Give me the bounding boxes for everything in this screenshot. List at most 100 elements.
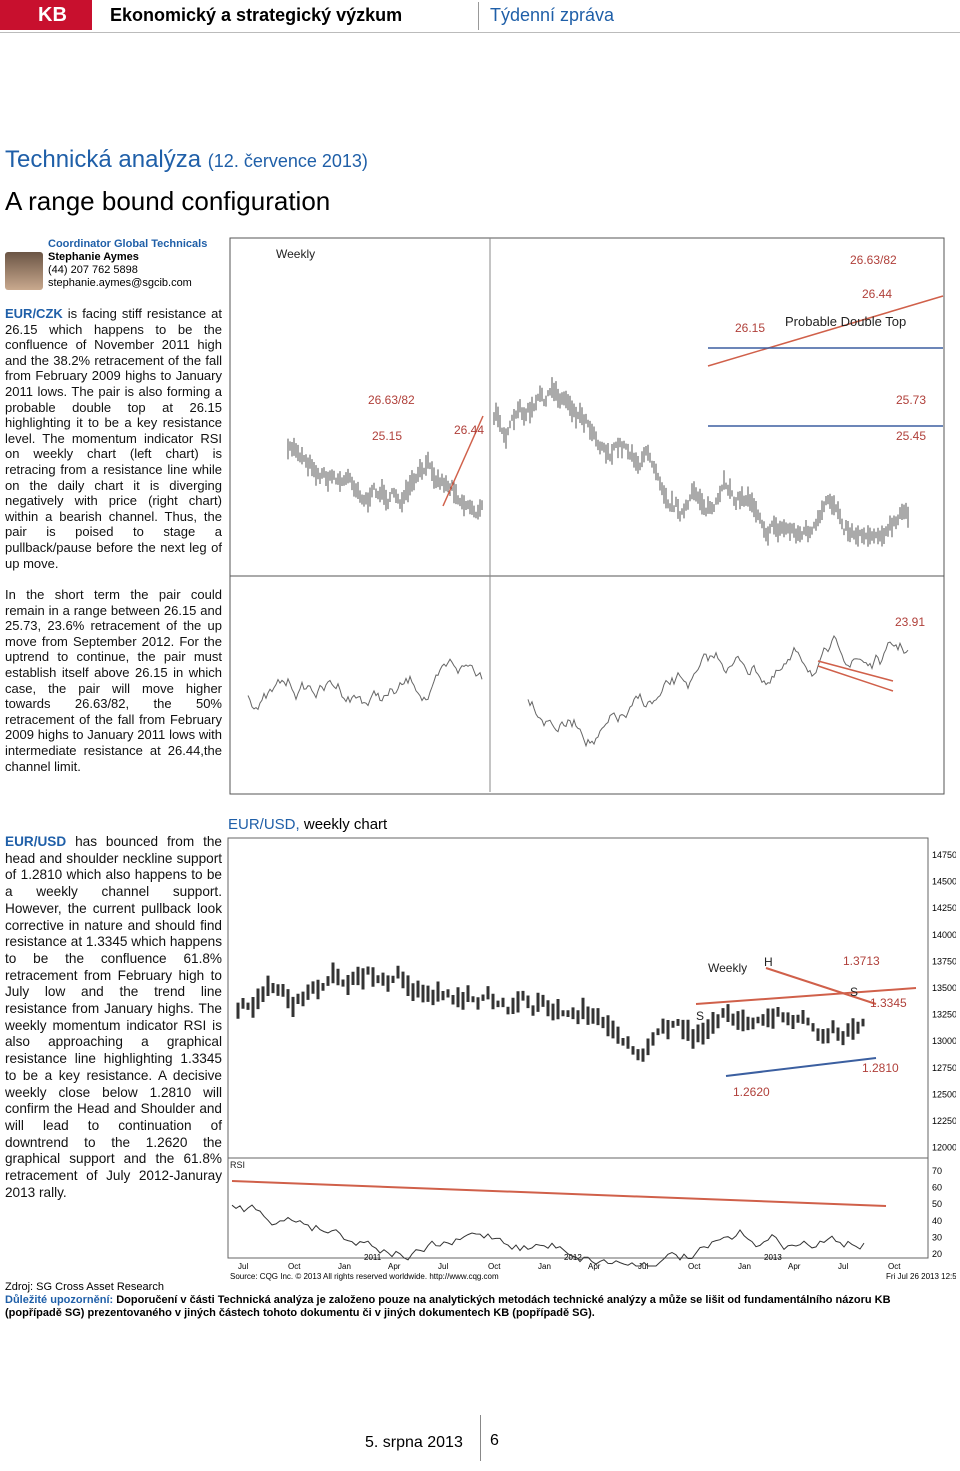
- annotation: 26.44: [454, 423, 484, 437]
- notice-text: Doporučení v části Technická analýza je …: [5, 1294, 891, 1319]
- paragraph: EUR/USD has bounced from the head and sh…: [5, 834, 222, 1201]
- photo: [5, 252, 43, 290]
- y-tick-label: 12500: [932, 1089, 956, 1099]
- department: Ekonomický a strategický výzkum: [110, 5, 403, 25]
- x-tick-label: Oct: [688, 1262, 701, 1271]
- annotation: Weekly: [708, 961, 747, 975]
- trend-line: [765, 967, 877, 1005]
- lead: EUR/USD: [5, 834, 67, 849]
- figure-eurczk: Weekly 26.63/82 26.44 26.15 Probable Double …: [229, 237, 945, 795]
- x-tick-label: Oct: [488, 1262, 501, 1271]
- annotation: S: [850, 985, 858, 999]
- annotation: Probable Double Top: [785, 314, 906, 329]
- report: Týdenní zpráva: [490, 5, 615, 25]
- title: Technická analýza (12. července 2013): [5, 146, 368, 174]
- logo-box: [0, 0, 92, 30]
- trend-line: [817, 665, 894, 692]
- x-tick-label: Apr: [588, 1262, 601, 1271]
- source: Source: CQG Inc. © 2013 All rights reser…: [230, 1272, 499, 1281]
- annotation: 25.45: [896, 429, 926, 443]
- name: Stephanie Aymes: [48, 251, 139, 263]
- y-tick-label: 13750: [932, 956, 956, 966]
- annotation: 26.44: [862, 287, 892, 301]
- headline: A range bound configuration: [5, 186, 331, 216]
- trend-line: [707, 295, 944, 367]
- notice: Důležité upozornění: Doporučení v části …: [5, 1294, 905, 1320]
- contact: Coordinator Global Technicals Stephanie …: [48, 238, 207, 290]
- separator: [478, 2, 479, 30]
- footer-separator: [480, 1415, 481, 1461]
- rsi-tick-label: 60: [932, 1183, 942, 1193]
- annotation: RSI: [230, 1160, 245, 1170]
- y-tick-label: 14250: [932, 903, 956, 913]
- y-tick-label: 13500: [932, 983, 956, 993]
- y-tick-label: 12750: [932, 1063, 956, 1073]
- x-tick-label: Jul: [638, 1262, 648, 1271]
- annotation: 1.3345: [870, 996, 907, 1010]
- y-tick-label: 14750: [932, 850, 956, 860]
- year-label: 2012: [564, 1253, 582, 1262]
- annotation: 1.2620: [733, 1085, 770, 1099]
- paragraph: In the short term the pair could remain …: [5, 587, 222, 774]
- candles: [236, 962, 865, 1062]
- y-tick-label: 14500: [932, 877, 956, 887]
- text: is facing stiff resistance at 26.15 whic…: [5, 306, 222, 571]
- annotation: 1.3713: [843, 954, 880, 968]
- y-tick-label: 14000: [932, 930, 956, 940]
- trend-line: [817, 660, 894, 682]
- x-tick-label: Jul: [238, 1262, 248, 1271]
- x-tick-label: Jan: [338, 1262, 351, 1271]
- annotation: H: [764, 955, 773, 969]
- annotation: Weekly: [276, 247, 315, 261]
- x-tick-label: Oct: [888, 1262, 901, 1271]
- page-number: 6: [490, 1432, 499, 1449]
- x-tick-label: Jan: [738, 1262, 751, 1271]
- price-trace: [287, 437, 483, 520]
- rule: [0, 32, 960, 33]
- source: Zdroj: SG Cross Asset Research: [5, 1281, 164, 1293]
- x-tick-label: Jul: [438, 1262, 448, 1271]
- y-tick-label: 12250: [932, 1116, 956, 1126]
- rsi-tick-label: 20: [932, 1249, 942, 1259]
- text: In the short term the pair could remain …: [5, 587, 222, 774]
- role: Coordinator Global Technicals: [48, 238, 208, 250]
- x-tick-label: Jul: [838, 1262, 848, 1271]
- annotation: S: [696, 1009, 704, 1023]
- rsi-tick-label: 30: [932, 1232, 942, 1242]
- footer-date: 5. srpna 2013: [365, 1434, 463, 1451]
- price-trace: [493, 377, 909, 547]
- email: stephanie.aymes@sgcib.com: [48, 277, 192, 289]
- text: has bounced from the head and shoulder n…: [5, 834, 222, 1200]
- title-date: (12. července 2013): [207, 151, 368, 171]
- trend-line: [725, 1057, 877, 1077]
- y-tick-label: 13000: [932, 1036, 956, 1046]
- annotation: 26.63/82: [368, 393, 415, 407]
- rsi-trace: [231, 1204, 865, 1267]
- frame: [227, 837, 929, 1259]
- paragraph: EUR/CZK is facing stiff resistance at 26…: [5, 306, 222, 571]
- year-label: 2011: [364, 1253, 382, 1262]
- rsi-tick-label: 40: [932, 1216, 942, 1226]
- logo: KB: [38, 4, 67, 26]
- figure-eurusd: 14750 14500 14250 14000 13750 13500 13250 13000…: [227, 837, 956, 1281]
- rsi-tick-label: 70: [932, 1166, 942, 1176]
- annotation: 26.63/82: [850, 253, 897, 267]
- rsi-trace: [527, 635, 909, 748]
- trend-line: [231, 1180, 887, 1207]
- annotation: 25.73: [896, 393, 926, 407]
- y-tick-label: 12000: [932, 1143, 956, 1153]
- timestamp: Fri Jul 26 2013 12:53:43: [886, 1272, 956, 1281]
- x-tick-label: Apr: [788, 1262, 801, 1271]
- figure-title: EUR/USD, weekly chart: [228, 816, 387, 833]
- x-tick-label: Oct: [288, 1262, 301, 1271]
- x-tick-label: Jan: [538, 1262, 551, 1271]
- annotation: 1.2810: [862, 1061, 899, 1075]
- annotation: 26.15: [735, 321, 765, 335]
- phone: (44) 207 762 5898: [48, 264, 138, 276]
- title-lead: EUR/USD,: [228, 816, 300, 833]
- annotation: 23.91: [895, 615, 925, 629]
- trend-line: [442, 415, 484, 507]
- title-main: Technická analýza: [5, 146, 202, 173]
- rsi-tick-label: 50: [932, 1199, 942, 1209]
